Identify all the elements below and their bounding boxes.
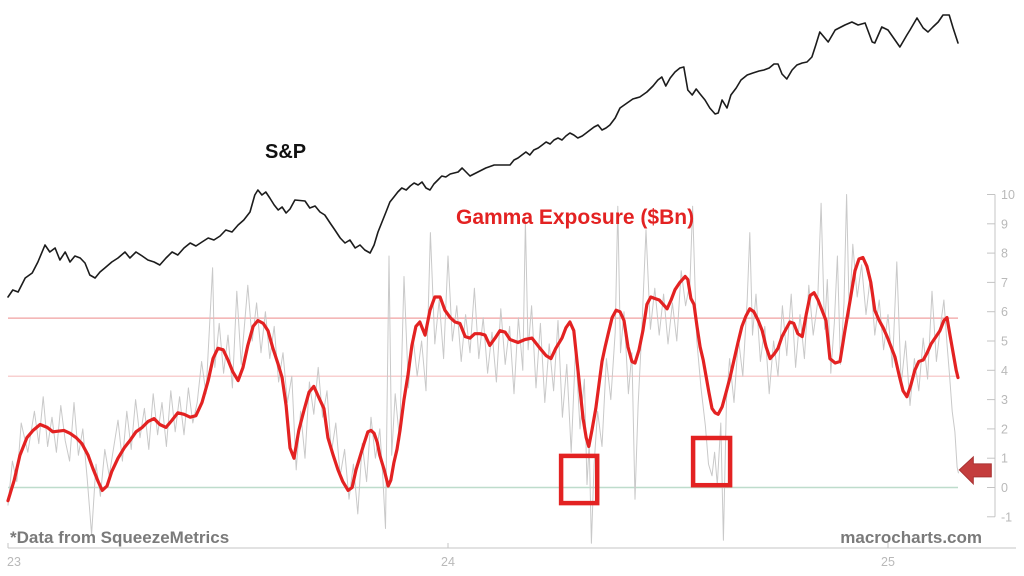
highlight-box-2 bbox=[690, 435, 733, 488]
x-axis-tick-label: 25 bbox=[881, 555, 895, 569]
right-axis-tick-label: 6 bbox=[1001, 305, 1008, 319]
right-axis-tick-label: 4 bbox=[1001, 364, 1008, 378]
sp500-line bbox=[7, 14, 959, 298]
right-axis-tick-label: 3 bbox=[1001, 393, 1008, 407]
data-source-note: *Data from SqueezeMetrics bbox=[10, 528, 229, 547]
right-axis-tick-label: 10 bbox=[1001, 188, 1015, 202]
x-axis-tick-label: 23 bbox=[7, 555, 21, 569]
annotations-layer bbox=[558, 435, 992, 506]
gamma-smooth-line bbox=[6, 255, 960, 503]
sp-series-label: S&P bbox=[265, 141, 306, 163]
gamma-series-label: Gamma Exposure ($Bn) bbox=[456, 206, 694, 229]
right-axis-tick-label: 1 bbox=[1001, 452, 1008, 466]
site-credit: macrocharts.com bbox=[840, 528, 982, 547]
gamma-raw-line bbox=[7, 194, 959, 544]
x-axis-tick-label: 24 bbox=[441, 555, 455, 569]
right-axis-tick-label: 5 bbox=[1001, 335, 1008, 349]
right-axis-tick-label: 2 bbox=[1001, 422, 1008, 436]
reference-lines-layer bbox=[8, 317, 958, 489]
right-axis-tick-label: 0 bbox=[1001, 481, 1008, 495]
right-axis-tick-label: 8 bbox=[1001, 247, 1008, 261]
arrow-left-icon bbox=[958, 455, 992, 486]
right-axis-tick-label: -1 bbox=[1001, 510, 1012, 524]
right-axis-tick-label: 9 bbox=[1001, 217, 1008, 231]
highlight-box-1 bbox=[558, 453, 600, 506]
series-layer bbox=[6, 14, 960, 544]
right-axis-tick-label: 7 bbox=[1001, 276, 1008, 290]
